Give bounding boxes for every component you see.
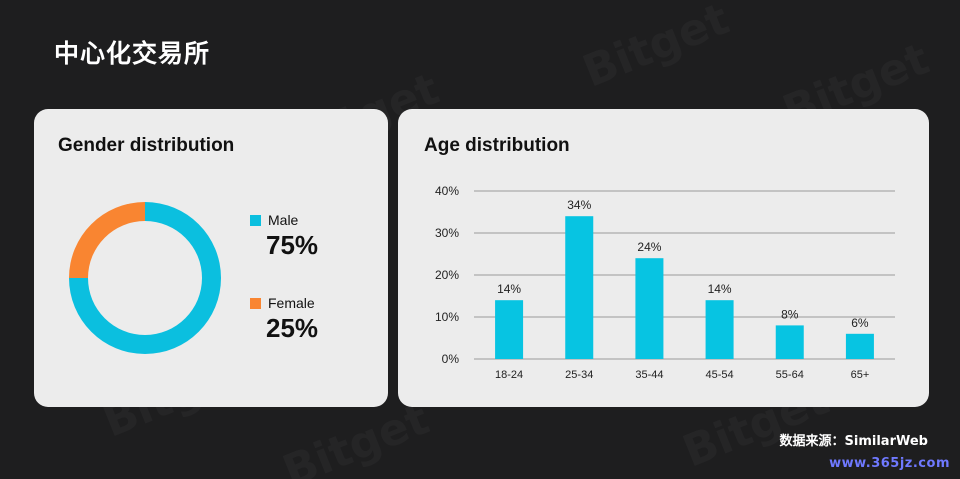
bar-55-64	[775, 325, 804, 359]
data-source-note: 数据来源：SimilarWeb	[779, 434, 928, 449]
x-tick-label: 55-64	[776, 369, 804, 381]
x-tick-label: 65+	[851, 369, 870, 381]
gender-distribution-card: Gender distribution Male 75% Female 25%	[34, 109, 388, 407]
bar-data-label: 6%	[851, 316, 869, 330]
legend-swatch-female	[250, 298, 261, 309]
x-tick-label: 18-24	[495, 369, 523, 381]
legend-value-female: 25%	[266, 313, 319, 343]
x-tick-label: 45-54	[706, 369, 734, 381]
age-distribution-card: Age distribution 0% 10% 20% 30% 40% 14% 18-24 3…	[398, 109, 929, 407]
y-tick-label: 40%	[435, 184, 459, 198]
bar-data-label: 24%	[637, 240, 661, 254]
legend-label-male: Male	[268, 212, 299, 228]
x-tick-label: 25-34	[565, 369, 593, 381]
gender-donut-chart	[69, 202, 221, 354]
y-tick-label: 0%	[442, 352, 460, 366]
bar-data-label: 8%	[781, 307, 799, 321]
bar-data-label: 14%	[708, 282, 732, 296]
bar-25-34	[565, 216, 594, 359]
legend-label-female: Female	[268, 295, 315, 311]
gender-chart-title: Gender distribution	[58, 135, 235, 156]
bar-65+	[845, 333, 874, 359]
bar-data-label: 14%	[497, 282, 521, 296]
y-tick-label: 30%	[435, 226, 459, 240]
bar-45-54	[705, 300, 734, 359]
legend-swatch-male	[250, 215, 261, 226]
watermark: Bitget	[576, 0, 736, 98]
age-chart-title: Age distribution	[424, 135, 570, 156]
bar-18-24	[495, 300, 524, 359]
legend-value-male: 75%	[266, 230, 319, 260]
bar-data-label: 34%	[567, 198, 591, 212]
donut-slice-female	[69, 202, 145, 278]
age-bar-chart: 0% 10% 20% 30% 40% 14% 18-24 34% 25-34 24% 35-44 14…	[435, 184, 895, 381]
x-tick-label: 35-44	[635, 369, 663, 381]
page-title: 中心化交易所	[54, 39, 211, 68]
bar-35-44	[635, 258, 664, 359]
site-watermark: www.365jz.com	[829, 456, 950, 471]
y-tick-label: 10%	[435, 310, 459, 324]
y-tick-label: 20%	[435, 268, 459, 282]
